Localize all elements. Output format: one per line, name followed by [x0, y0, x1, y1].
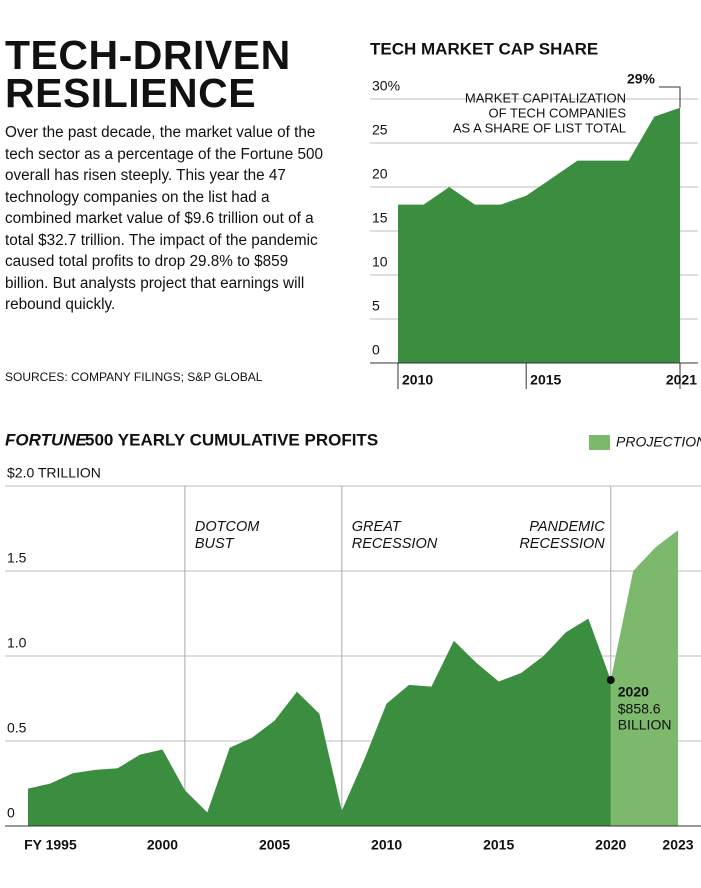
annotation-dot: [606, 676, 615, 685]
chart-title-italic: FORTUNE: [5, 430, 88, 449]
y-tick-label: 10: [372, 254, 388, 270]
event-label: RECESSION: [352, 536, 438, 552]
x-tick-label: 2020: [595, 837, 626, 853]
event-label: PANDEMIC: [529, 519, 605, 535]
headline: TECH-DRIVEN RESILIENCE: [5, 32, 291, 116]
leader-line: [659, 86, 681, 108]
sources: SOURCES: COMPANY FILINGS; S&P GLOBAL: [5, 370, 263, 384]
legend-label: PROJECTION: [616, 434, 701, 450]
chart-title: 500 YEARLY CUMULATIVE PROFITS: [85, 430, 378, 449]
area: [398, 107, 680, 363]
x-tick-label: 2015: [530, 372, 561, 388]
event-label: RECESSION: [519, 536, 605, 552]
x-tick-label: 2015: [483, 837, 514, 853]
area: [610, 530, 678, 826]
chart-title: TECH MARKET CAP SHARE: [370, 39, 598, 58]
y-tick-label: 1.0: [7, 635, 27, 651]
x-tick-label: FY 1995: [24, 837, 77, 853]
y-tick-label: 5: [372, 298, 380, 314]
x-tick-label: 2000: [147, 837, 178, 853]
y-tick-label: 15: [372, 210, 388, 226]
event-label: GREAT: [352, 519, 402, 535]
annotation-value: 29%: [627, 71, 656, 87]
body-text: Over the past decade, the market value o…: [5, 124, 324, 313]
y-tick-label: 0: [372, 342, 380, 358]
annotation-text: MARKET CAPITALIZATION: [465, 90, 626, 105]
annotation-text: OF TECH COMPANIES: [489, 105, 627, 120]
y-tick-label: 1.5: [7, 550, 27, 566]
annotation-title: 2020: [618, 684, 649, 700]
x-tick-label: 2010: [371, 837, 402, 853]
x-tick-label: 2023: [662, 837, 693, 853]
y-tick-label: 0.5: [7, 720, 27, 736]
annotation-label: $858.6: [618, 701, 661, 717]
annotation-text: AS A SHARE OF LIST TOTAL: [453, 120, 626, 135]
y-tick-label: 25: [372, 122, 388, 138]
y-tick-label: $2.0 TRILLION: [7, 465, 101, 481]
x-tick-label: 2010: [402, 372, 433, 388]
x-tick-label: 2005: [259, 837, 290, 853]
event-label: DOTCOM: [195, 519, 260, 535]
y-tick-label: 20: [372, 166, 388, 182]
y-tick-label: 0: [7, 805, 15, 821]
legend-swatch: [589, 435, 610, 450]
x-tick-label: 2021: [666, 372, 697, 388]
area: [28, 618, 611, 826]
y-tick-label: 30%: [372, 78, 400, 94]
annotation-label: BILLION: [618, 717, 672, 733]
event-label: BUST: [195, 536, 235, 552]
